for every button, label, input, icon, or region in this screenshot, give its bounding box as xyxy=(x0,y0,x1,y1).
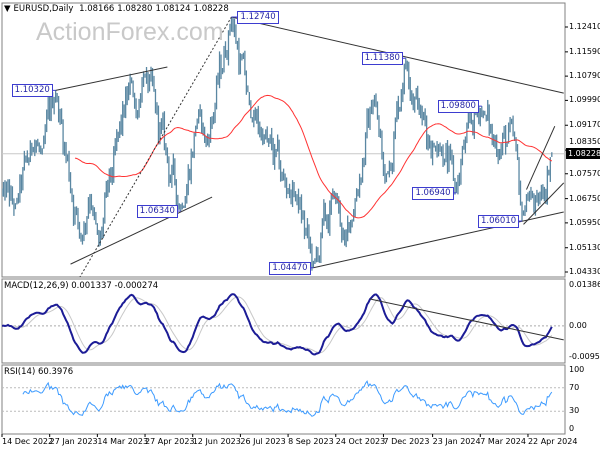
price-axis-label: 1.07570 xyxy=(569,168,600,178)
macd-panel xyxy=(1,278,566,364)
trendline-5 xyxy=(526,125,556,190)
time-axis-label: 7 Dec 2023 xyxy=(383,437,430,446)
rsi-axis-label: 30 xyxy=(569,406,580,416)
macd-main-line xyxy=(2,293,553,356)
pivot-price-label: 1.11380 xyxy=(361,52,403,66)
trendline-6 xyxy=(523,182,565,225)
price-plot xyxy=(2,16,565,277)
price-axis-label: 1.09990 xyxy=(569,95,600,105)
macd-axis-label: 0.00 xyxy=(569,320,587,330)
macd-title: MACD(12,26,9) 0.001337 -0.000274 xyxy=(4,281,159,291)
pivot-price-label: 1.06340 xyxy=(136,205,178,219)
macd-axis-label: -0.009599 xyxy=(569,352,600,361)
rsi-panel xyxy=(1,364,566,435)
current-price-label: 1.08228 xyxy=(566,147,600,159)
rsi-title: RSI(14) 60.3976 xyxy=(4,367,74,377)
rsi-axis-label: 100 xyxy=(569,365,585,374)
rsi-line xyxy=(22,380,553,417)
ohlc-high: 1.08280 xyxy=(117,4,153,14)
pivot-price-label: 1.09800 xyxy=(437,100,479,114)
price-axis-label: 1.05950 xyxy=(569,217,600,227)
price-axis-label: 1.05130 xyxy=(569,242,600,252)
trendline-2 xyxy=(79,16,232,277)
price-axis-label: 1.11590 xyxy=(569,46,600,56)
time-axis-label: 8 Sep 2023 xyxy=(288,437,334,446)
symbol-title: EURUSD,Daily xyxy=(13,4,74,14)
pivot-price-label: 1.12740 xyxy=(237,10,279,24)
price-axis-label: 1.09170 xyxy=(569,120,600,130)
macd-plot xyxy=(2,293,565,356)
macd-trendline xyxy=(369,298,564,341)
pivot-price-label: 1.06940 xyxy=(412,186,454,200)
rsi-plot xyxy=(2,380,565,417)
time-axis-label: 14 Mar 2023 xyxy=(97,437,149,446)
macd-axis-label: 0.013867 xyxy=(569,280,600,289)
time-axis-label: 27 Apr 2023 xyxy=(145,437,195,446)
time-axis-label: 23 Jan 2024 xyxy=(432,437,481,446)
pivot-price-label: 1.10320 xyxy=(11,84,53,98)
rsi-axis-label: 70 xyxy=(569,382,580,392)
time-axis-label: 7 Mar 2024 xyxy=(480,437,526,446)
chart-header: ▼ EURUSD,Daily 1.08166 1.08280 1.08124 1.082… xyxy=(4,4,232,15)
price-axis-label: 1.04330 xyxy=(569,267,600,276)
time-axis-label: 14 Dec 2022 xyxy=(2,437,54,446)
time-axis-label: 22 Apr 2024 xyxy=(527,437,578,446)
watermark: ActionForex.com xyxy=(36,18,224,46)
ohlc-low: 1.08124 xyxy=(155,4,191,14)
pivot-price-label: 1.04470 xyxy=(269,261,311,275)
price-axis-label: 1.12410 xyxy=(569,22,600,31)
price-axis-label: 1.06750 xyxy=(569,193,600,203)
collapse-triangle-icon[interactable]: ▼ xyxy=(4,4,11,14)
time-axis-label: 27 Jan 2023 xyxy=(49,437,98,446)
ohlc-close: 1.08228 xyxy=(193,4,229,14)
pivot-price-label: 1.06010 xyxy=(478,215,520,229)
ohlc-open: 1.08166 xyxy=(79,4,115,14)
price-axis-label: 1.10790 xyxy=(569,71,600,81)
main-price-panel xyxy=(1,2,566,278)
price-axis-label: 1.08350 xyxy=(569,136,600,146)
time-axis-label: 26 Jul 2023 xyxy=(240,437,286,446)
rsi-axis-label: 0 xyxy=(569,424,575,433)
time-axis-label: 12 Jun 2023 xyxy=(192,437,241,446)
trendline-0 xyxy=(55,66,168,91)
time-axis-label: 24 Oct 2023 xyxy=(335,437,386,446)
